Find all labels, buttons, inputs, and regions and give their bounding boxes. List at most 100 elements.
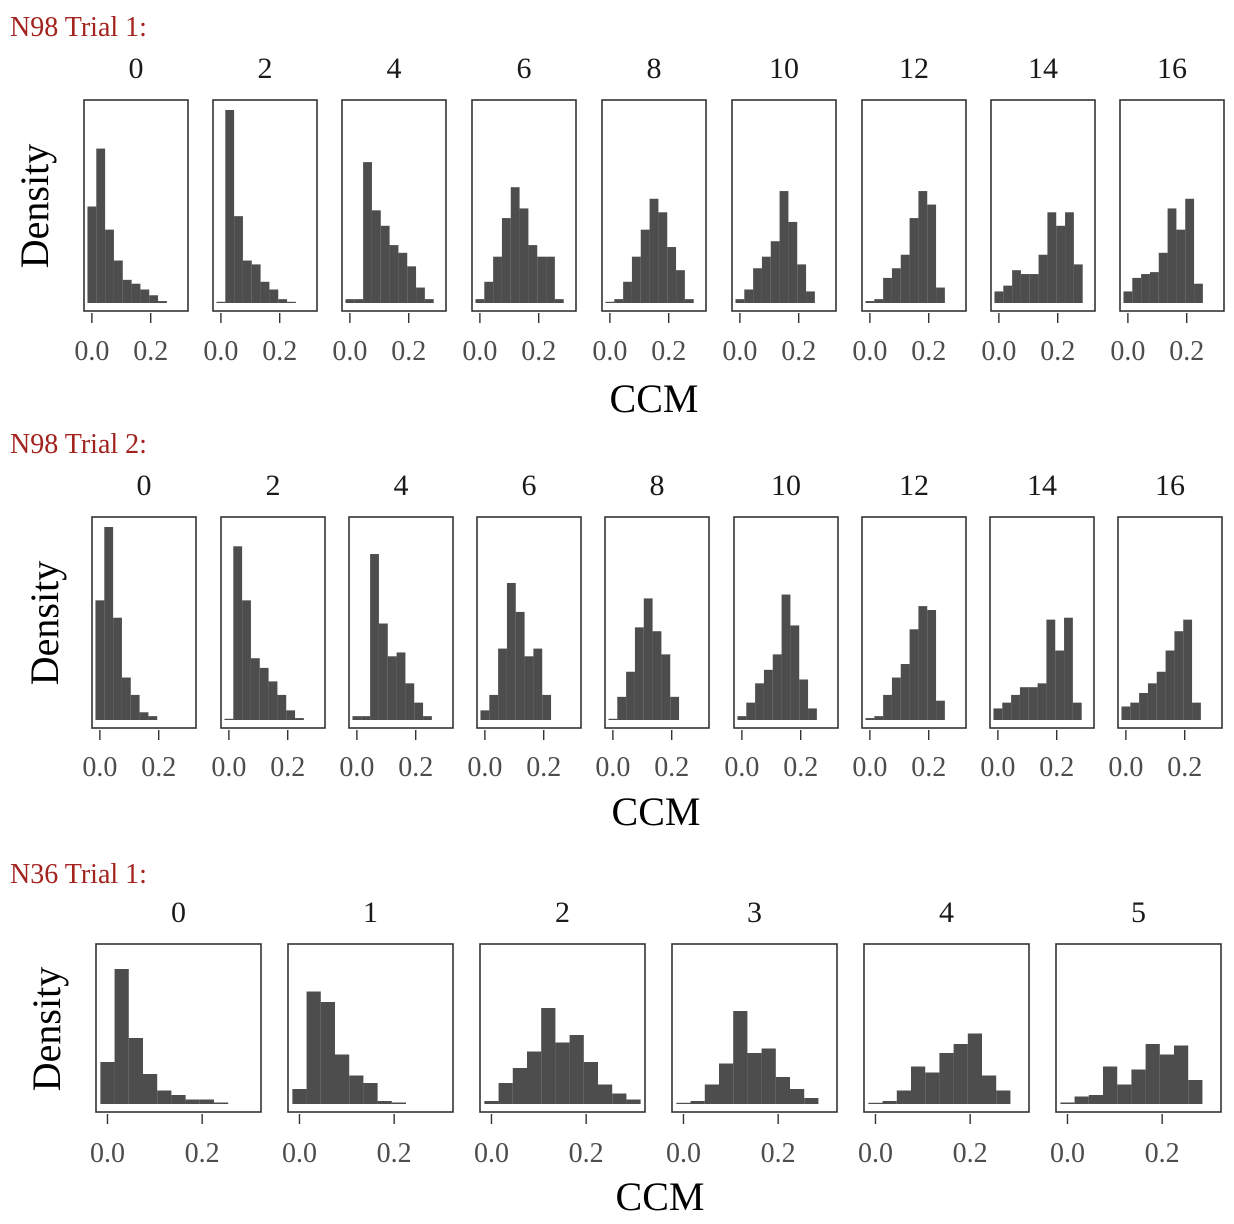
histogram-bar [874, 299, 884, 303]
histogram-bar [746, 702, 756, 720]
histogram-bar [640, 229, 650, 303]
histogram-bar [891, 268, 901, 303]
section-title: N36 Trial 1: [10, 859, 147, 890]
panel-0: 0 0.0 0.2 [90, 896, 262, 1169]
facet-label: 16 [1157, 52, 1187, 85]
histogram-bar [387, 656, 397, 720]
panel-14: 14 0.0 0.2 [980, 469, 1095, 783]
histogram-bar [1003, 285, 1013, 303]
histogram-bar [1183, 619, 1193, 720]
histogram-bar [526, 1051, 542, 1104]
y-axis-title: Density [22, 561, 67, 685]
histogram-bar [1074, 1096, 1089, 1104]
x-tick-label: 0.2 [1169, 336, 1204, 367]
section-title: N98 Trial 2: [10, 429, 147, 460]
histogram-bar [295, 718, 304, 720]
histogram-bar [542, 694, 552, 720]
panel-frame [1055, 943, 1222, 1113]
x-tick-label: 0.0 [1110, 336, 1145, 367]
histogram-bar [278, 299, 288, 303]
facet-label: 5 [1131, 896, 1146, 929]
histogram-bar [631, 256, 641, 303]
histogram-bar [199, 1099, 215, 1104]
histogram-bar [626, 1099, 641, 1104]
x-axis-title: CCM [616, 1174, 705, 1219]
histogram-bar [1121, 706, 1131, 720]
histogram-bar [1156, 671, 1166, 720]
histogram-bar [788, 221, 798, 303]
panel-frame [1117, 516, 1223, 729]
histogram-bar [524, 656, 534, 720]
x-tick-label: 0.2 [1040, 336, 1075, 367]
histogram-bar [416, 287, 425, 303]
histogram-bar [1194, 283, 1203, 303]
x-tick-label: 0.2 [1039, 752, 1074, 783]
facet-label: 2 [266, 469, 281, 502]
histogram-bar [363, 162, 372, 303]
facet-label: 2 [555, 896, 570, 929]
histogram-bar [927, 204, 937, 303]
histogram-bar [371, 210, 381, 303]
histogram-bar [1165, 650, 1175, 720]
x-tick-label: 0.2 [391, 336, 426, 367]
x-tick-label: 0.2 [1145, 1138, 1180, 1169]
histogram-bar [1147, 683, 1157, 720]
histogram-bar [234, 216, 243, 303]
facet-section-1: N98 Trial 1: Density CCM 0 0.0 0.2 2 0.0 0.2 4 0.0… [10, 12, 1225, 421]
histogram-bar [1185, 198, 1195, 303]
histogram-bar [1141, 274, 1150, 303]
histogram-bar [1011, 694, 1020, 720]
histogram-bar [537, 256, 547, 303]
histogram-bar [1060, 1102, 1075, 1104]
panel-frame [212, 99, 318, 312]
histogram-bar [398, 252, 408, 303]
panel-4: 4 0.0 0.2 [858, 896, 1030, 1169]
panel-frame [861, 516, 967, 729]
histogram-bar [131, 283, 141, 303]
histogram-bar [1028, 687, 1038, 720]
panel-10: 10 0.0 0.2 [724, 469, 839, 783]
x-tick-label: 0.0 [1108, 752, 1143, 783]
x-tick-label: 0.2 [526, 752, 561, 783]
panel-14: 14 0.0 0.2 [981, 52, 1096, 367]
histogram-bar [185, 1099, 200, 1104]
histogram-bar [806, 291, 815, 303]
facet-label: 8 [650, 469, 665, 502]
histogram-bar [345, 299, 355, 303]
histogram-bar [216, 301, 226, 303]
histogram-bar [982, 1075, 997, 1104]
histogram-bar [755, 683, 764, 720]
histogram-bar [918, 191, 928, 303]
histogram-bar [242, 260, 252, 303]
histogram-bar [498, 1083, 513, 1104]
histogram-bar [512, 1068, 527, 1104]
panel-frame [476, 516, 582, 729]
facet-label: 0 [137, 469, 152, 502]
histogram-bar [1132, 277, 1142, 303]
histogram-bar [501, 218, 511, 303]
histogram-bar [900, 254, 910, 303]
histogram-bar [718, 1063, 734, 1104]
facet-label: 2 [258, 52, 273, 85]
histogram-bar [334, 1054, 350, 1104]
histogram-bar [882, 1101, 897, 1104]
histogram-bar [967, 1033, 983, 1104]
facet-label: 4 [939, 896, 954, 929]
x-tick-label: 0.2 [133, 336, 168, 367]
histogram-bar [690, 1101, 705, 1104]
histogram-bar [233, 546, 243, 720]
histogram-bar [519, 208, 529, 303]
histogram-bar [480, 710, 490, 720]
histogram-bar [667, 247, 677, 303]
histogram-bar [865, 718, 875, 720]
histogram-bar [868, 1102, 883, 1104]
histogram-bar [1012, 270, 1021, 303]
facet-label: 0 [129, 52, 144, 85]
histogram-bar [1038, 254, 1048, 303]
histogram-bar [953, 1044, 968, 1104]
histogram-bar [1145, 1044, 1160, 1104]
histogram-bar [157, 1090, 172, 1104]
histogram-bar [1167, 208, 1177, 303]
facet-label: 14 [1027, 469, 1057, 502]
